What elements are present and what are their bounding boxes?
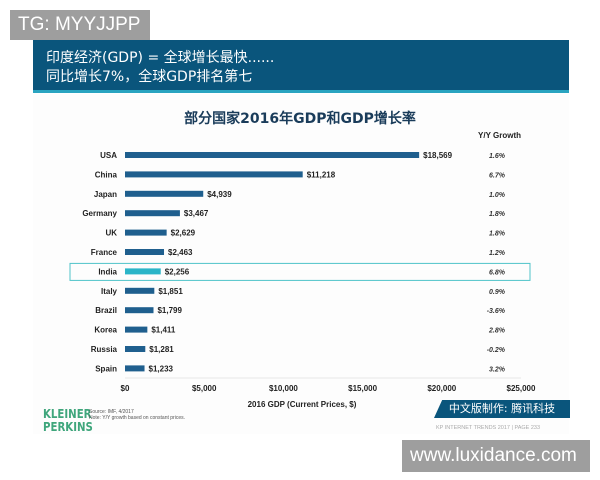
source-text: Source: IMF, 4/2017 [89,409,134,415]
value-label: $1,411 [151,326,176,335]
growth-label: 0.9% [489,289,506,296]
growth-label: 1.8% [489,211,506,218]
bar-china [125,171,303,178]
category-label: UK [105,229,117,238]
header-line-1: 印度经济(GDP) = 全球增长最快...... [46,50,275,66]
category-label: Japan [94,190,117,199]
bar-italy [125,287,155,294]
value-label: $1,851 [158,287,183,296]
x-tick-label: $20,000 [427,384,456,393]
bar-india [125,268,161,275]
watermark-bottom: www.luxidance.com [402,440,590,472]
category-label: France [91,248,118,257]
value-label: $2,256 [165,267,190,276]
credit-banner: 中文版制作: 腾讯科技 [434,400,570,418]
note-text: Note: Y/Y growth based on constant price… [89,415,185,421]
category-label: China [95,170,118,179]
x-axis-label: 2016 GDP (Current Prices, $) [248,400,357,409]
value-label: $1,233 [149,364,174,373]
bar-spain [125,365,145,372]
value-label: $18,569 [423,151,452,160]
growth-label: -0.2% [487,347,506,354]
chart-title: 部分国家2016年GDP和GDP增长率 [184,111,416,127]
bar-france [125,249,165,255]
header-banner: 印度经济(GDP) = 全球增长最快...... 同比增长7%，全球GDP排名第… [33,40,569,93]
growth-label: 6.7% [489,172,506,179]
category-label: Germany [82,209,117,218]
x-tick-label: $25,000 [507,384,536,393]
header-line-2: 同比增长7%，全球GDP排名第七 [46,69,253,85]
growth-label: 1.8% [489,231,506,238]
highlight-box [69,262,531,281]
bar-brazil [125,307,154,314]
bar-germany [125,210,180,217]
growth-label: 2.8% [488,328,506,335]
growth-label: 1.0% [489,192,506,199]
growth-label: 1.6% [489,153,506,160]
source-note: Source: IMF, 4/2017 Note: Y/Y growth base… [89,409,185,421]
bar-korea [125,326,148,333]
category-label: Russia [91,345,118,354]
kleiner-perkins-logo: KLEINER PERKINS [43,407,93,434]
category-label: Italy [101,287,118,296]
growth-label: -3.6% [487,308,506,315]
x-tick-label: $0 [121,384,130,393]
bar-uk [125,229,167,236]
x-tick-label: $5,000 [192,384,217,393]
bar-russia [125,346,146,352]
category-label: India [98,267,117,276]
value-label: $1,281 [149,345,174,354]
value-label: $2,629 [171,229,196,238]
growth-label: 6.8% [489,269,506,276]
value-label: $3,467 [184,209,209,218]
watermark-top: TG: MYYJJPP [10,10,150,40]
x-tick-label: $10,000 [269,384,298,393]
category-label: Spain [95,364,117,373]
value-label: $11,218 [307,170,336,179]
category-label: USA [100,151,117,160]
bar-usa [125,152,420,158]
chart-panel [33,94,569,434]
value-label: $2,463 [168,248,193,257]
growth-label: 1.2% [489,250,506,257]
page-footer: KP INTERNET TRENDS 2017 | PAGE 233 [436,425,541,431]
category-label: Korea [94,326,117,335]
bar-japan [125,190,204,197]
category-label: Brazil [95,306,117,315]
value-label: $4,939 [207,190,232,199]
value-label: $1,799 [157,306,182,315]
growth-label: 3.2% [489,366,506,373]
x-tick-label: $15,000 [348,384,377,393]
growth-header: Y/Y Growth [478,131,521,140]
